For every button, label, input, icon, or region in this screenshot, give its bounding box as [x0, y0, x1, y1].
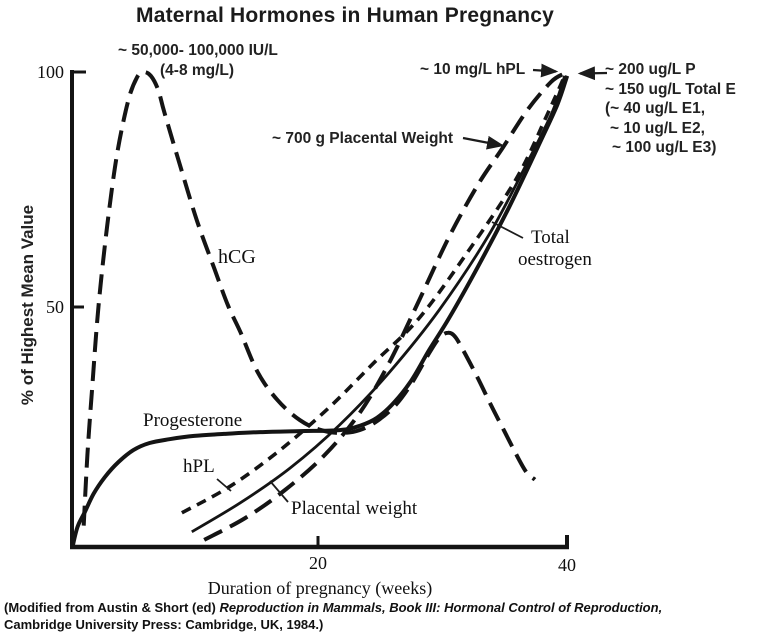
- caption-publisher: Cambridge University Press: Cambridge, U…: [4, 617, 324, 632]
- term-e1-value: (~ 40 ug/L E1,: [605, 100, 706, 117]
- hpl-curve-label: hPL: [183, 456, 215, 477]
- hpl-value-arrow: [532, 63, 559, 78]
- placental-label-leader-line: [269, 480, 289, 503]
- term-values-annotation: ~ 200 ug/L P ~ 150 ug/L Total E (~ 40 ug…: [605, 60, 736, 158]
- term-e3-value: ~ 100 ug/L E3): [612, 139, 717, 156]
- chart-title: Maternal Hormones in Human Pregnancy: [136, 4, 554, 27]
- placental-weight-curve-label: Placental weight: [291, 498, 418, 519]
- hcg-curve-label: hCG: [218, 246, 256, 268]
- x-axis-title: Duration of pregnancy (weeks): [207, 578, 433, 598]
- hpl-label-leader-line: [216, 478, 232, 492]
- term-values-arrow: [577, 66, 608, 81]
- total-oestrogen-leader-line: [491, 221, 524, 239]
- term-e2-value: ~ 10 ug/L E2,: [610, 119, 705, 137]
- term-progesterone-value: ~ 200 ug/L P: [605, 61, 696, 78]
- y-tick-50: 50: [46, 297, 64, 317]
- curve-placental-weight: [203, 72, 565, 542]
- curves-group: [70, 69, 570, 548]
- placental-700-annotation: ~ 700 g Placental Weight: [272, 130, 454, 147]
- hcg-peak-annotation: ~ 50,000- 100,000 IU/L (4-8 mg/L): [118, 41, 278, 80]
- hcg-peak-value: ~ 50,000- 100,000 IU/L: [118, 42, 278, 59]
- y-tick-100: 100: [37, 62, 64, 82]
- total-oestrogen-label-line1: Total: [531, 227, 570, 248]
- x-tick-40: 40: [558, 555, 576, 575]
- source-caption: (Modified from Austin & Short (ed) Repro…: [4, 599, 756, 633]
- total-oestrogen-label-line2: oestrogen: [518, 249, 592, 270]
- curve-hpl: [181, 75, 567, 515]
- caption-prefix: (Modified from Austin & Short (ed): [4, 600, 220, 615]
- x-tick-20: 20: [309, 553, 327, 573]
- total-oestrogen-curve-label: Total oestrogen: [518, 227, 592, 271]
- y-axis-title: % of Highest Mean Value: [18, 204, 37, 406]
- hcg-peak-value-mg: (4-8 mg/L): [160, 61, 235, 79]
- axes: [70, 70, 569, 550]
- curve-total-oestrogen: [191, 75, 567, 534]
- term-total-e-value: ~ 150 ug/L Total E: [605, 80, 736, 98]
- progesterone-curve-label: Progesterone: [143, 410, 243, 431]
- annotation-lines: [216, 63, 608, 503]
- curve-hcg: [81, 69, 537, 526]
- curve-progesterone: [70, 75, 570, 548]
- caption-book-title: Reproduction in Mammals, Book III: Hormo…: [219, 600, 663, 615]
- pregnancy-hormones-chart: [70, 63, 608, 550]
- hpl-term-annotation: ~ 10 mg/L hPL: [420, 61, 526, 78]
- placental-700-arrow: [462, 135, 505, 150]
